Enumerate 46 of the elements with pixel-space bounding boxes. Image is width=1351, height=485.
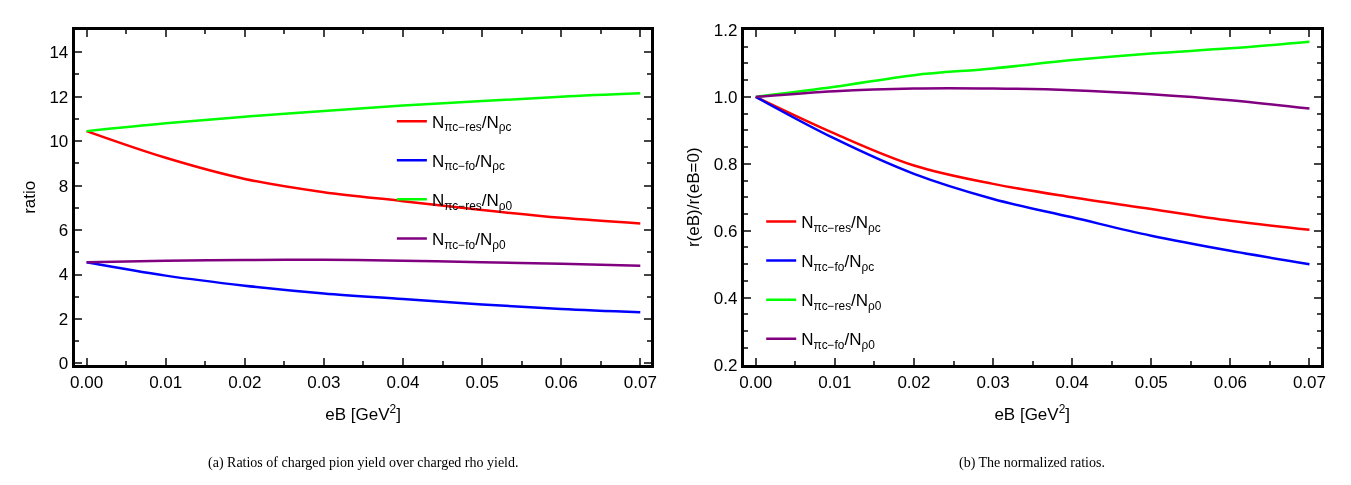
y-tick-label: 14	[49, 43, 69, 63]
y-tick-label: 6	[58, 221, 69, 241]
x-tick-label: 0.00	[70, 372, 104, 392]
y-tick-label: 0.8	[713, 154, 738, 174]
y-tick-label: 4	[58, 265, 69, 285]
y-tick-label: 0.4	[713, 288, 738, 308]
y-tick-label: 2	[58, 309, 69, 329]
x-tick-label: 0.05	[1134, 372, 1168, 392]
y-tick-label: 0.6	[713, 221, 738, 241]
y-axis-title: ratio	[19, 180, 39, 214]
x-axis-title: eB [GeV$^{2}$]	[325, 402, 401, 425]
x-tick-label: 0.00	[739, 372, 773, 392]
x-tick-label: 0.04	[1055, 372, 1089, 392]
y-tick-label: 12	[49, 87, 69, 107]
legend-label: N$_{πc−fo}$/N$_{ρ0}$	[431, 230, 506, 252]
x-tick-label: 0.03	[307, 372, 341, 392]
text: (b) The normalized ratios.	[959, 455, 1105, 471]
legend-label: N$_{πc−res}$/N$_{ρc}$	[801, 213, 881, 235]
x-tick-label: 0.06	[1213, 372, 1247, 392]
line-series	[85, 261, 642, 314]
legend-label: N$_{πc−res}$/N$_{ρ0}$	[801, 291, 882, 313]
y-tick-label: 10	[49, 132, 69, 152]
legend-label: N$_{πc−fo}$/N$_{ρc}$	[801, 252, 875, 274]
y-tick-label: 0	[58, 354, 69, 374]
x-tick-label: 0.05	[465, 372, 499, 392]
x-tick-label: 0.01	[818, 372, 852, 392]
y-tick-label: 1.2	[713, 20, 738, 40]
x-tick-label: 0.03	[976, 372, 1010, 392]
y-axis-title: r(eB)/r(eB=0)	[684, 147, 704, 248]
legend-label: N$_{πc−fo}$/N$_{ρ0}$	[801, 330, 876, 353]
x-tick-label: 0.02	[897, 372, 931, 392]
line-series	[754, 86, 1311, 110]
x-tick-label: 0.04	[386, 372, 420, 392]
legend-label: N$_{πc−fo}$/N$_{ρc}$	[431, 151, 505, 174]
x-tick-label: 0.01	[149, 372, 183, 392]
x-tick-label: 0.07	[623, 372, 657, 392]
line-series	[85, 92, 642, 133]
y-tick-label: 8	[58, 176, 69, 196]
x-tick-label: 0.07	[1292, 372, 1326, 392]
y-tick-label: 1.0	[713, 87, 738, 107]
text: (a) Ratios of charged pion yield over charged rho yield.	[208, 455, 519, 471]
legend-label: N$_{πc−res}$/N$_{ρc}$	[431, 112, 512, 135]
y-tick-label: 0.2	[713, 355, 738, 375]
x-tick-label: 0.02	[228, 372, 262, 392]
x-tick-label: 0.06	[544, 372, 578, 392]
x-axis-title: eB [GeV$^{2}$]	[994, 402, 1071, 425]
